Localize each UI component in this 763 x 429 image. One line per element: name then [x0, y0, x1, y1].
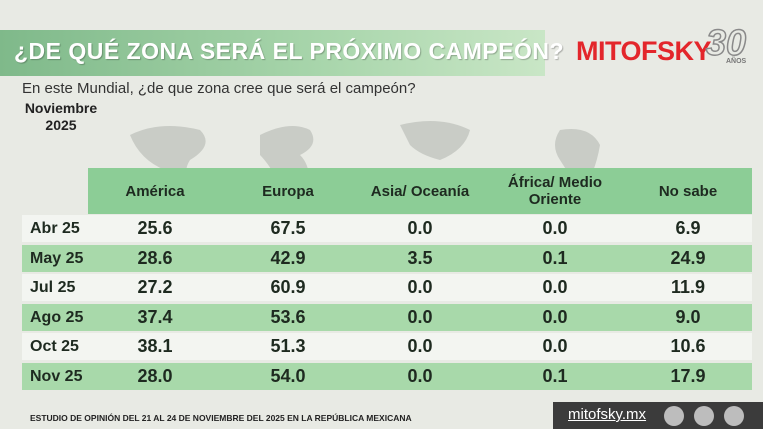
table-cell: 0.0: [407, 218, 433, 238]
footer-note: ESTUDIO DE OPINIÓN DEL 21 AL 24 DE NOVIE…: [30, 413, 412, 423]
table-cell: 0.0: [542, 336, 568, 356]
table-cell: 42.9: [270, 247, 306, 268]
table-row: May 25 28.6 42.9 3.5 0.1 24.9: [22, 244, 752, 272]
table-cell: 0.1: [542, 247, 568, 268]
table-cell: 67.5: [270, 218, 306, 238]
column-header: No sabe: [658, 182, 718, 200]
table-cell: 9.0: [675, 306, 701, 327]
table-cell: 17.9: [670, 365, 706, 386]
row-label: Nov 25: [30, 367, 83, 385]
x-icon[interactable]: [664, 406, 684, 426]
table-cell: 0.0: [407, 336, 433, 356]
table-cell: 37.4: [137, 306, 173, 327]
table-header: [88, 168, 752, 214]
date: Noviembre 2025: [24, 100, 98, 133]
column-header: África/ Medio Oriente: [507, 174, 603, 208]
table-cell: 54.0: [270, 365, 306, 386]
title-banner: [0, 30, 545, 76]
table-cell: 3.5: [407, 247, 433, 268]
row-label: Abr 25: [30, 220, 80, 237]
table-cell: 0.0: [542, 277, 568, 297]
table-row: Oct 25 38.1 51.3 0.0 0.0 10.6: [22, 333, 752, 360]
table-cell: 38.1: [137, 336, 173, 356]
table-cell: 24.9: [670, 247, 706, 268]
row-label: May 25: [30, 249, 84, 267]
column-header: América: [125, 182, 185, 200]
table-cell: 0.0: [542, 306, 568, 327]
table-row: Abr 25 25.6 67.5 0.0 0.0 6.9: [22, 215, 752, 242]
table-row: Jul 25 27.2 60.9 0.0 0.0 11.9: [22, 274, 752, 301]
table-cell: 60.9: [270, 277, 306, 297]
logo: MITOFSKY: [576, 36, 712, 66]
table-cell: 53.6: [270, 306, 306, 327]
row-label: Oct 25: [30, 338, 79, 355]
table-cell: 25.6: [137, 218, 173, 238]
table-cell: 28.6: [137, 247, 173, 268]
row-label: Jul 25: [30, 279, 76, 296]
table-cell: 10.6: [670, 336, 706, 356]
table-cell: 27.2: [137, 277, 173, 297]
anniversary-label: AÑOS: [726, 58, 747, 65]
table-cell: 0.0: [407, 277, 433, 297]
anniversary: 30: [705, 21, 747, 64]
table-cell: 51.3: [270, 336, 306, 356]
title: ¿DE QUÉ ZONA SERÁ EL PRÓXIMO CAMPEÓN?: [14, 38, 565, 64]
row-label: Ago 25: [30, 308, 84, 326]
table-cell: 0.0: [542, 218, 568, 238]
facebook-icon[interactable]: [694, 406, 714, 426]
table-cell: 11.9: [670, 277, 706, 297]
table-cell: 0.1: [542, 365, 568, 386]
column-header: Asia/ Oceanía: [370, 182, 470, 200]
table-cell: 0.0: [407, 306, 433, 327]
youtube-icon[interactable]: [724, 406, 744, 426]
question: En este Mundial, ¿de que zona cree que s…: [22, 80, 416, 97]
table-cell: 0.0: [407, 365, 433, 386]
column-header: Europa: [262, 182, 314, 200]
site-link[interactable]: mitofsky.mx: [568, 406, 647, 423]
table-row: Nov 25 28.0 54.0 0.0 0.1 17.9: [22, 362, 752, 390]
table-cell: 6.9: [675, 218, 701, 238]
table-cell: 28.0: [137, 365, 173, 386]
table-row: Ago 25 37.4 53.6 0.0 0.0 9.0: [22, 303, 752, 331]
